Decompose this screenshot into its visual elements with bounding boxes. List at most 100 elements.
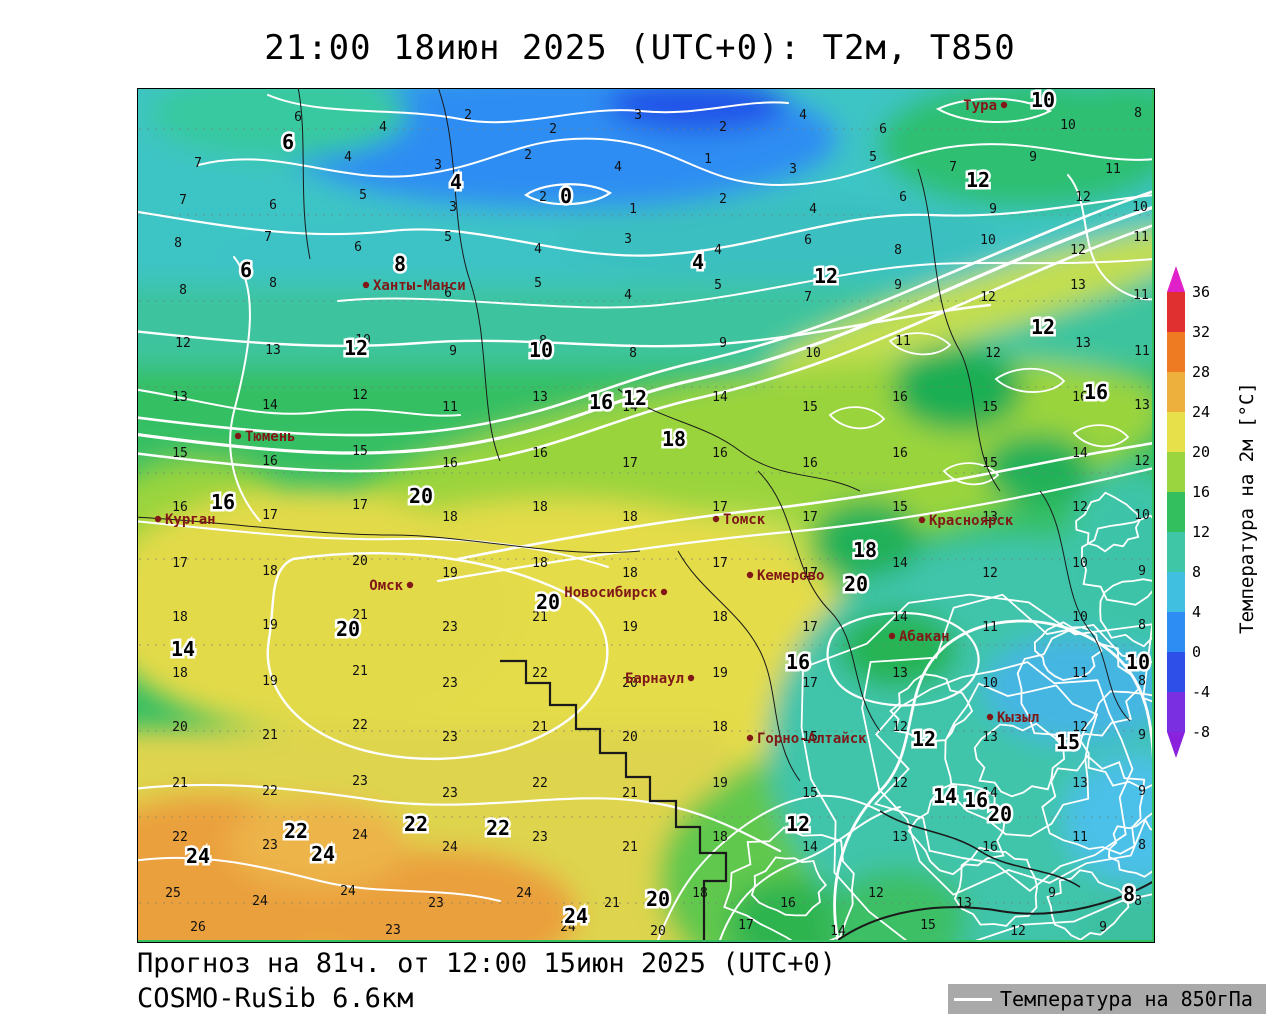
t850-contour-label: 20 <box>336 617 360 641</box>
t2m-value: 3 <box>789 162 797 177</box>
t2m-value: 24 <box>252 894 268 909</box>
t2m-value: 21 <box>622 786 638 801</box>
colorbar-tick: 24 <box>1192 403 1211 421</box>
t2m-value: 9 <box>1138 784 1146 799</box>
t2m-value: 12 <box>175 336 191 351</box>
t2m-value: 7 <box>179 193 187 208</box>
t2m-value: 2 <box>524 148 532 163</box>
t2m-value: 21 <box>262 728 278 743</box>
t2m-value: 22 <box>262 784 278 799</box>
t850-contour-line <box>888 332 952 356</box>
t2m-value: 9 <box>719 336 727 351</box>
t2m-value: 2 <box>464 108 472 123</box>
city-label: Красноярск <box>929 513 1014 529</box>
admin-border-line <box>879 810 1081 888</box>
t2m-value: 10 <box>1134 508 1150 523</box>
t850-contour-label: 12 <box>814 264 838 288</box>
city-marker <box>746 734 754 742</box>
t2m-value: 16 <box>780 896 796 911</box>
t2m-value: 13 <box>1134 398 1150 413</box>
t2m-value: 11 <box>1072 830 1088 845</box>
admin-border-line <box>500 659 728 940</box>
t2m-value: 12 <box>1010 924 1026 939</box>
t850-contour-line <box>138 520 609 568</box>
t2m-value: 13 <box>1072 776 1088 791</box>
t2m-value: 23 <box>442 730 458 745</box>
city-marker <box>234 432 242 440</box>
t850-contour-line <box>826 611 980 707</box>
t850-contour-label: 22 <box>404 812 428 836</box>
t850-contour-line <box>1016 629 1140 741</box>
t850-contour-label: 20 <box>536 590 560 614</box>
temperature-field <box>138 89 1152 940</box>
t2m-value: 19 <box>712 666 728 681</box>
t2m-value: 8 <box>1138 838 1146 853</box>
t2m-value: 23 <box>262 838 278 853</box>
t2m-value: 18 <box>712 720 728 735</box>
t2m-value: 12 <box>1072 500 1088 515</box>
t850-contour-line <box>197 137 1152 187</box>
t2m-value: 8 <box>1134 894 1142 909</box>
graticule-dots <box>138 89 1152 940</box>
city-label: Барнаул <box>625 671 684 687</box>
t850-contour-label: 10 <box>1126 650 1150 674</box>
t850-contour-line <box>266 552 609 760</box>
colorbar-tick: 36 <box>1192 283 1211 301</box>
t2m-value: 10 <box>805 346 821 361</box>
t2m-value: 13 <box>1070 278 1086 293</box>
colorbar-tick: 16 <box>1192 483 1211 501</box>
t850-contour-line <box>229 256 261 522</box>
t2m-value: 17 <box>712 500 728 515</box>
city-marker <box>154 515 162 523</box>
t2m-value: 16 <box>532 446 548 461</box>
t2m-value: 18 <box>532 500 548 515</box>
t850-legend: Температура на 850гПа <box>948 984 1266 1014</box>
t2m-value: 21 <box>532 720 548 735</box>
t2m-value: 9 <box>1138 564 1146 579</box>
t850-contour-line <box>723 826 855 940</box>
t2m-value: 8 <box>894 243 902 258</box>
forecast-info-text: Прогноз на 81ч. от 12:00 15июн 2025 (UTC… <box>137 948 836 979</box>
t2m-value: 4 <box>614 160 622 175</box>
t850-contour-line <box>953 846 1039 927</box>
t2m-value: 14 <box>712 390 728 405</box>
t2m-value: 17 <box>738 918 754 933</box>
t850-contour-line <box>973 722 1066 798</box>
admin-border-line <box>138 516 641 554</box>
t2m-value: 19 <box>262 618 278 633</box>
colorbar-tick: -8 <box>1192 723 1211 741</box>
t850-contour-label: 12 <box>966 168 990 192</box>
admin-border-line <box>837 880 1152 940</box>
colorbar-segment <box>1167 412 1185 452</box>
t850-contour-label: 14 <box>933 784 957 808</box>
t2m-value: 20 <box>622 730 638 745</box>
t850-contour-line <box>1080 514 1152 606</box>
t2m-value: 5 <box>444 230 452 245</box>
t2m-value: 22 <box>352 718 368 733</box>
t2m-value: 26 <box>190 920 206 935</box>
admin-border-line <box>677 550 801 782</box>
t2m-value: 12 <box>1134 454 1150 469</box>
t2m-value: 20 <box>352 554 368 569</box>
t2m-value: 22 <box>172 830 188 845</box>
t2m-value: 22 <box>532 666 548 681</box>
t2m-value: 9 <box>1099 920 1107 935</box>
t2m-value: 8 <box>269 276 277 291</box>
colorbar-segment <box>1167 612 1185 652</box>
city-label: Абакан <box>899 629 950 645</box>
colorbar-segment <box>1167 572 1185 612</box>
t850-contour-line <box>138 224 1152 473</box>
t2m-value: 12 <box>352 388 368 403</box>
t2m-value: 15 <box>352 444 368 459</box>
colorbar-arrow-top <box>1167 266 1185 292</box>
t2m-value: 15 <box>802 400 818 415</box>
t2m-value: 21 <box>532 610 548 625</box>
admin-border-line <box>297 89 311 260</box>
t850-contour-line <box>1072 424 1130 448</box>
t2m-value: 9 <box>894 278 902 293</box>
t850-contour-label: 20 <box>988 802 1012 826</box>
t850-contour-line <box>138 205 1152 455</box>
colorbar-tick: 0 <box>1192 643 1202 661</box>
